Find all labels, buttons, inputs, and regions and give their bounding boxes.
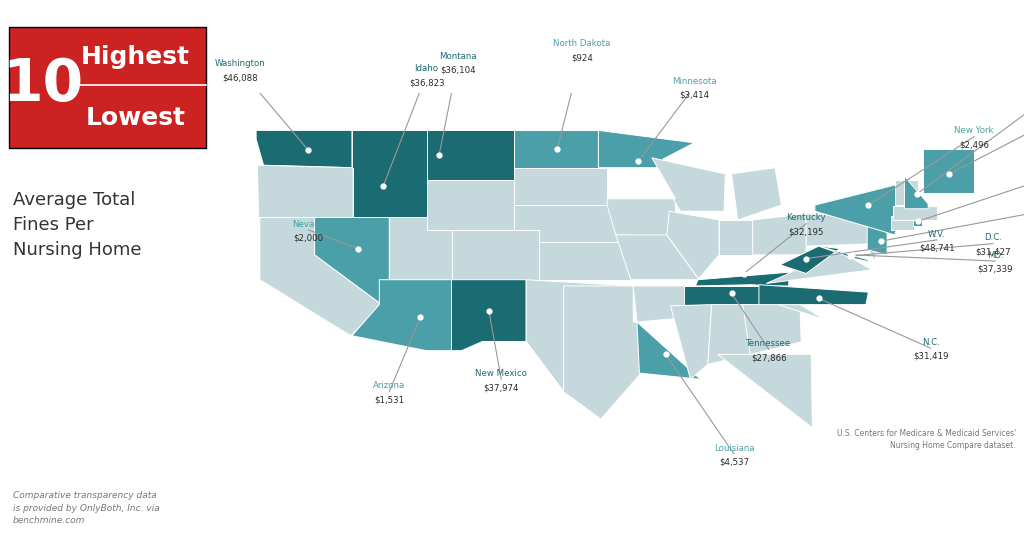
Text: Average Total
Fines Per
Nursing Home: Average Total Fines Per Nursing Home [13, 191, 141, 259]
Text: North Dakota: North Dakota [554, 39, 611, 48]
Text: D.C.: D.C. [984, 234, 1001, 242]
Polygon shape [365, 130, 514, 180]
Text: Tennessee: Tennessee [746, 339, 792, 348]
Text: Minnesota: Minnesota [672, 77, 717, 85]
Polygon shape [652, 158, 725, 211]
Polygon shape [633, 286, 693, 322]
Polygon shape [667, 211, 719, 280]
Polygon shape [452, 280, 526, 351]
Polygon shape [867, 225, 887, 255]
Polygon shape [671, 305, 712, 379]
Polygon shape [514, 130, 598, 168]
FancyBboxPatch shape [8, 27, 207, 148]
Text: Louisiana: Louisiana [714, 444, 755, 453]
Text: $36,104: $36,104 [440, 66, 475, 74]
Polygon shape [389, 218, 452, 280]
Polygon shape [924, 149, 974, 193]
Text: $37,974: $37,974 [483, 383, 519, 392]
Polygon shape [780, 246, 840, 274]
Polygon shape [637, 322, 700, 379]
Text: New York: New York [954, 126, 994, 135]
Text: Arizona: Arizona [373, 381, 406, 391]
Polygon shape [849, 255, 851, 257]
Polygon shape [759, 284, 868, 305]
Text: New Mexico: New Mexico [475, 369, 527, 378]
Polygon shape [753, 214, 806, 255]
Polygon shape [514, 205, 622, 242]
Polygon shape [742, 305, 801, 354]
Polygon shape [891, 216, 914, 230]
Polygon shape [257, 165, 353, 218]
Polygon shape [256, 130, 352, 168]
Polygon shape [731, 168, 781, 220]
Text: $1,531: $1,531 [374, 395, 404, 404]
Polygon shape [708, 305, 751, 364]
Polygon shape [864, 245, 874, 261]
Polygon shape [718, 354, 812, 428]
Polygon shape [260, 218, 382, 336]
Text: U.S. Centers for Medicare & Medicaid Services'
Nursing Home Compare dataset.: U.S. Centers for Medicare & Medicaid Ser… [837, 429, 1016, 450]
Polygon shape [526, 280, 633, 392]
Text: Comparative transparency data
is provided by OnlyBoth, Inc. via
benchmine.com: Comparative transparency data is provide… [13, 491, 160, 525]
Polygon shape [481, 286, 644, 419]
Polygon shape [913, 218, 922, 226]
Polygon shape [598, 130, 694, 168]
Text: W.V.: W.V. [928, 230, 945, 238]
Text: $924: $924 [571, 53, 593, 62]
Polygon shape [607, 199, 676, 237]
Text: $37,339: $37,339 [978, 265, 1013, 274]
Polygon shape [895, 180, 919, 205]
Text: N.C.: N.C. [922, 338, 940, 347]
Text: 10: 10 [2, 56, 84, 113]
Text: $4,537: $4,537 [719, 458, 750, 467]
Polygon shape [615, 235, 699, 280]
Text: Idaho: Idaho [415, 64, 438, 73]
Polygon shape [452, 230, 539, 280]
Polygon shape [766, 248, 872, 283]
Text: $3,414: $3,414 [679, 91, 710, 100]
Text: Highest: Highest [81, 45, 190, 69]
Polygon shape [904, 177, 928, 209]
Text: $2,496: $2,496 [959, 141, 989, 149]
Polygon shape [514, 168, 607, 205]
Polygon shape [539, 242, 631, 280]
Text: $27,866: $27,866 [751, 353, 786, 362]
Polygon shape [818, 246, 872, 261]
Text: Montana: Montana [439, 51, 476, 61]
Polygon shape [352, 130, 427, 218]
Polygon shape [314, 218, 389, 305]
Polygon shape [815, 180, 914, 235]
Polygon shape [719, 220, 753, 255]
Text: Lowest: Lowest [85, 106, 185, 130]
Text: $48,741: $48,741 [920, 243, 954, 253]
Text: Washington: Washington [215, 59, 265, 68]
Text: $31,427: $31,427 [975, 247, 1011, 257]
Text: $31,419: $31,419 [913, 352, 948, 361]
Text: Kentucky: Kentucky [786, 213, 826, 223]
Polygon shape [770, 302, 825, 319]
Text: Nevada: Nevada [292, 220, 325, 229]
Polygon shape [893, 206, 937, 220]
Polygon shape [684, 286, 792, 305]
Text: $46,088: $46,088 [222, 73, 258, 82]
Polygon shape [352, 280, 452, 351]
Polygon shape [806, 214, 879, 246]
Polygon shape [427, 180, 514, 230]
Text: $36,823: $36,823 [409, 78, 444, 87]
Text: MD.: MD. [987, 251, 1004, 260]
Polygon shape [695, 272, 788, 286]
Text: $32,195: $32,195 [788, 228, 824, 236]
Text: $2,000: $2,000 [293, 234, 324, 243]
